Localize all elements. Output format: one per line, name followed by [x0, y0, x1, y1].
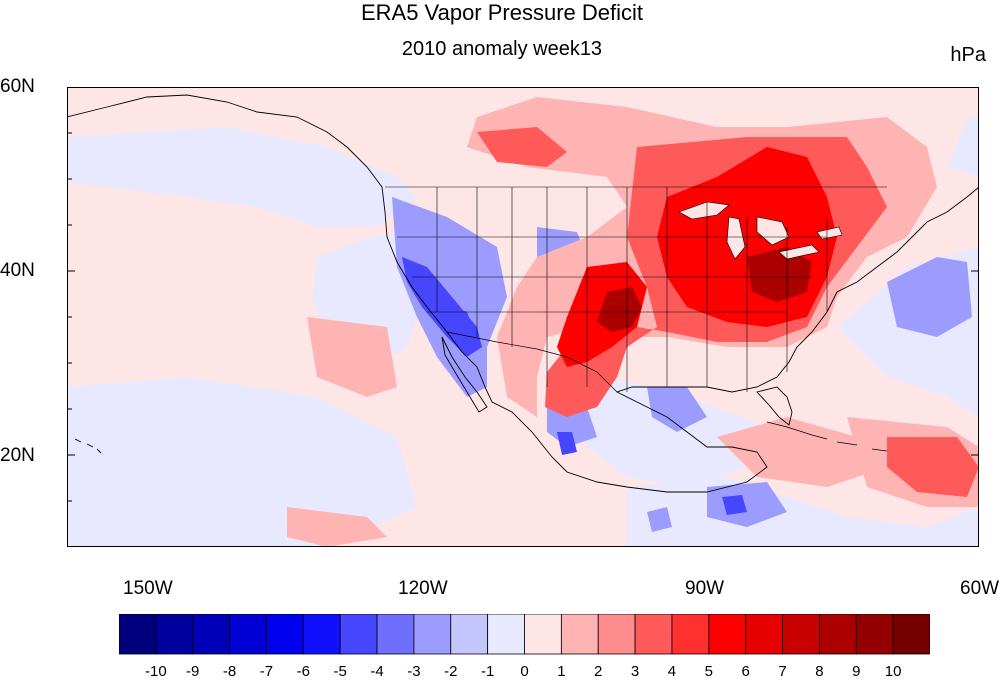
- colorbar-swatch: [155, 614, 194, 655]
- colorbar-swatch: [560, 614, 599, 655]
- colorbar-label: 5: [705, 663, 713, 680]
- lon-label-150w: 150W: [123, 578, 173, 599]
- colorbar-swatch: [524, 614, 562, 655]
- colorbar-label: 3: [631, 663, 639, 680]
- colorbar-label: 2: [594, 663, 602, 680]
- great-lakes: [678, 201, 843, 260]
- colorbar-swatch: [708, 614, 747, 655]
- lat-label-60n: 60N: [0, 76, 35, 97]
- colorbar-label: -8: [223, 663, 236, 680]
- colorbar-swatch: [266, 614, 304, 655]
- colorbar-swatch: [229, 614, 267, 655]
- hawaii-islands: [74, 438, 102, 454]
- colorbar-label: -7: [260, 663, 273, 680]
- lon-label-60w: 60W: [960, 578, 1000, 599]
- chart-subtitle: 2010 anomaly week13: [401, 38, 603, 60]
- colorbar-swatch: [597, 614, 636, 655]
- colorbar-label: -10: [145, 663, 167, 680]
- colorbar-label: 6: [742, 663, 750, 680]
- colorbar-swatch: [634, 614, 673, 655]
- colorbar-swatch: [855, 614, 894, 655]
- baja-coast: [441, 336, 488, 413]
- colorbar-label: 0: [520, 663, 528, 680]
- colorbar-label: -1: [481, 663, 494, 680]
- colorbar-swatch: [192, 614, 230, 655]
- colorbar-svg: -10 -9 -8 -7 -6 -5 -4 -3 -2 -1 0 1 2 3 4 5 6 7 8 9 10: [119, 614, 930, 680]
- colorbar-swatch: [487, 614, 525, 655]
- anomaly-map: [67, 87, 979, 547]
- colorbar-label: -5: [334, 663, 347, 680]
- colorbar: -10 -9 -8 -7 -6 -5 -4 -3 -2 -1 0 1 2 3 4 5 6 7 8 9 10: [119, 614, 930, 680]
- colorbar-label: 4: [668, 663, 676, 680]
- colorbar-swatch: [450, 614, 489, 655]
- colorbar-swatch: [819, 614, 857, 655]
- colorbar-swatch: [745, 614, 783, 655]
- lat-label-20n: 20N: [0, 445, 35, 466]
- caribbean-islands: [766, 421, 888, 452]
- colorbar-label: -6: [297, 663, 310, 680]
- florida-coast: [756, 386, 793, 426]
- lon-label-120w: 120W: [398, 578, 448, 599]
- colorbar-swatch: [782, 614, 820, 655]
- colorbar-swatch: [302, 614, 341, 655]
- anomaly-positive-extreme: [597, 247, 812, 332]
- colorbar-label: 9: [852, 663, 860, 680]
- axis-ticks: [67, 87, 979, 502]
- coastline: [67, 94, 979, 493]
- colorbar-swatch: [892, 614, 930, 655]
- colorbar-swatch: [671, 614, 710, 655]
- colorbar-label: -4: [370, 663, 383, 680]
- colorbar-label: -3: [407, 663, 420, 680]
- colorbar-label: -9: [186, 663, 199, 680]
- state-borders: [385, 186, 887, 392]
- colorbar-label: 7: [778, 663, 786, 680]
- colorbar-swatch: [119, 614, 157, 655]
- colorbar-swatch: [339, 614, 378, 655]
- country-border: [446, 331, 618, 393]
- lat-label-40n: 40N: [0, 260, 35, 281]
- map-svg: [67, 87, 979, 547]
- colorbar-swatch: [376, 614, 415, 655]
- colorbar-swatch: [413, 614, 452, 655]
- chart-title: ERA5 Vapor Pressure Deficit: [360, 0, 644, 25]
- colorbar-label: 1: [557, 663, 565, 680]
- lon-label-90w: 90W: [685, 578, 725, 599]
- colorbar-label: -2: [444, 663, 457, 680]
- colorbar-label: 8: [815, 663, 823, 680]
- units-label: hPa: [950, 44, 986, 66]
- colorbar-label: 10: [885, 663, 902, 680]
